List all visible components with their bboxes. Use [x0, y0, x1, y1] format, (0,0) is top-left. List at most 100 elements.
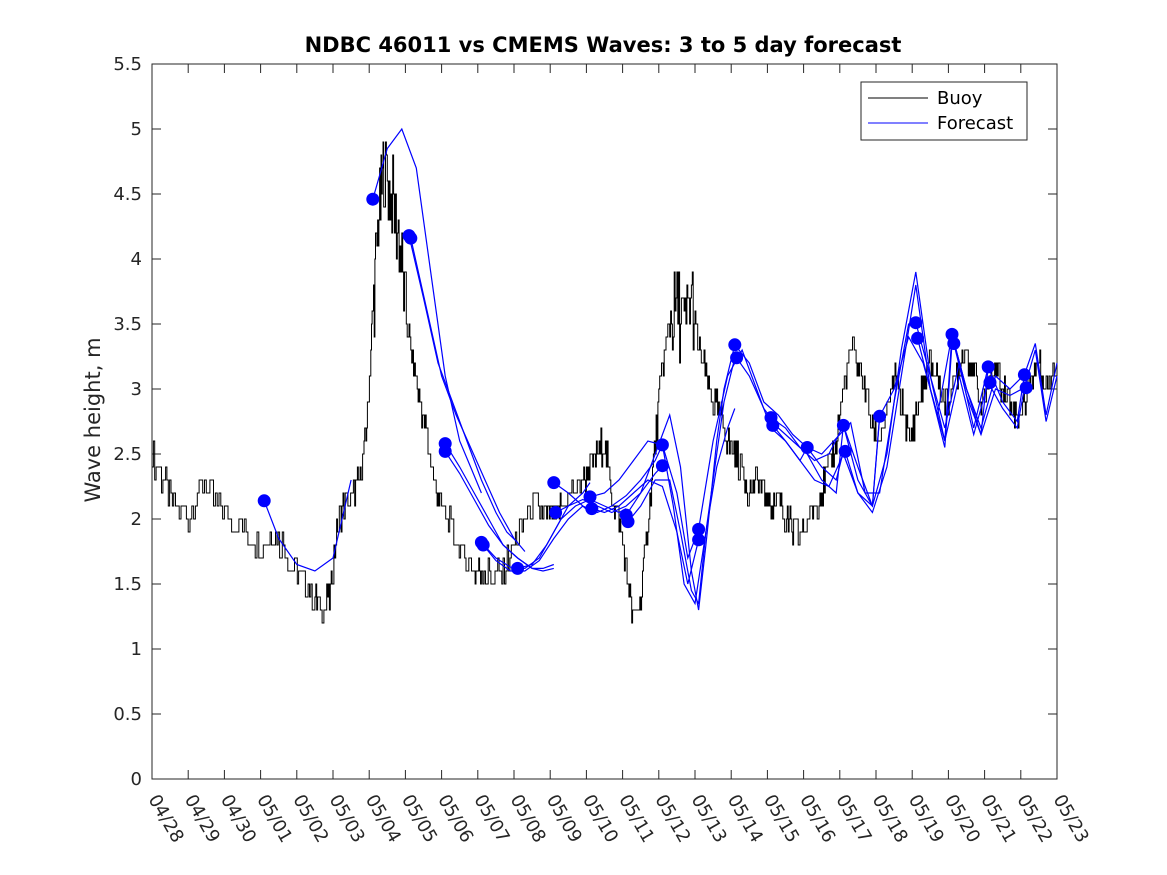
legend-box — [860, 81, 1028, 141]
forecast-marker — [692, 522, 706, 536]
forecast-line — [844, 284, 953, 514]
forecast-marker — [838, 444, 852, 458]
forecast-marker — [511, 561, 525, 575]
y-tick-label: 0 — [131, 769, 142, 790]
forecast-marker — [983, 376, 997, 389]
forecast-marker — [981, 360, 995, 374]
forecast-marker — [549, 506, 563, 519]
forecast-line — [627, 357, 736, 606]
forecast-marker — [730, 351, 744, 365]
x-tick-label: 05/10 — [578, 791, 622, 846]
forecast-line — [951, 334, 1058, 430]
y-tick-label: 1 — [131, 639, 142, 660]
chart-title: NDBC 46011 vs CMEMS Waves: 3 to 5 day fo… — [305, 33, 902, 57]
x-tick-label: 04/29 — [180, 791, 224, 846]
x-tick-label: 05/11 — [614, 791, 658, 846]
forecast-marker — [947, 337, 961, 350]
x-tick-label: 05/01 — [252, 791, 296, 846]
forecast-marker — [583, 490, 597, 504]
forecast-line — [953, 343, 1058, 437]
forecast-line — [915, 322, 1025, 429]
x-tick-label: 05/17 — [831, 791, 875, 846]
forecast-line — [591, 479, 700, 585]
forecast-line — [772, 417, 881, 508]
forecast-line — [625, 344, 736, 611]
buoy-line — [152, 141, 1058, 624]
legend-label-buoy: Buoy — [937, 88, 983, 109]
y-tick-label: 4 — [131, 249, 142, 270]
y-tick-label: 0.5 — [113, 704, 142, 725]
x-tick-label: 05/04 — [361, 791, 405, 846]
forecast-line — [736, 357, 844, 495]
forecast-line — [444, 451, 555, 570]
forecast-marker — [404, 231, 418, 245]
marker-layer — [257, 192, 1033, 575]
forecast-marker — [655, 438, 669, 452]
x-tick-label: 05/20 — [940, 791, 984, 846]
axes-box — [151, 63, 1058, 780]
forecast-marker — [873, 409, 887, 423]
forecast-line — [517, 498, 627, 569]
forecast-line — [917, 338, 1025, 442]
forecast-marker — [836, 418, 850, 432]
forecast-marker — [692, 533, 706, 547]
y-tick-label: 1.5 — [113, 574, 142, 595]
forecast-line — [734, 344, 844, 482]
x-tick-label: 05/08 — [506, 791, 550, 846]
x-tick-label: 05/02 — [288, 791, 332, 846]
x-tick-label: 05/06 — [433, 791, 477, 846]
x-tick-label: 05/15 — [759, 791, 803, 846]
forecast-marker — [438, 444, 452, 458]
x-tick-label: 05/09 — [542, 791, 586, 846]
forecast-marker — [585, 502, 599, 516]
series-layer — [152, 127, 1058, 624]
y-axis-label: Wave height, m — [81, 337, 105, 502]
x-tick-label: 05/07 — [469, 791, 513, 846]
plot-area: 0 0.5 1 1.5 2 2.5 3 3.5 4 4.5 5 5.5 04/2804/2904/30… — [113, 54, 1092, 846]
forecast-line — [842, 271, 953, 508]
y-tick-label: 5 — [131, 119, 142, 140]
forecast-line — [408, 235, 519, 543]
forecast-marker — [547, 476, 561, 490]
forecast-line — [410, 238, 526, 552]
forecast-marker — [476, 538, 490, 552]
forecast-line — [480, 482, 591, 570]
forecast-marker — [800, 441, 814, 454]
forecast-line — [661, 408, 736, 606]
forecast-line — [482, 505, 591, 572]
x-tick-label: 04/28 — [144, 791, 188, 846]
x-tick-label: 05/05 — [397, 791, 441, 846]
x-tick-label: 05/14 — [723, 791, 767, 846]
forecast-marker — [911, 331, 925, 345]
forecast-marker — [366, 192, 380, 206]
x-tick-label: 04/30 — [216, 791, 260, 846]
x-tick-label: 05/18 — [868, 791, 912, 846]
x-tick-label: 05/13 — [687, 791, 731, 846]
y-tick-label: 4.5 — [113, 184, 142, 205]
forecast-marker — [1017, 368, 1031, 382]
forecast-marker — [1019, 381, 1033, 395]
forecast-marker — [766, 418, 780, 432]
x-tick-label: 05/16 — [795, 791, 839, 846]
y-tick-label: 2 — [131, 509, 142, 530]
x-tick-label: 05/12 — [650, 791, 694, 846]
forecast-line — [589, 440, 700, 561]
forecast-marker — [728, 338, 742, 352]
y-ticks: 0 0.5 1 1.5 2 2.5 3 3.5 4 4.5 5 5.5 — [113, 54, 1057, 790]
y-tick-label: 3.5 — [113, 314, 142, 335]
legend: Buoy Forecast — [860, 81, 1028, 141]
y-tick-label: 3 — [131, 379, 142, 400]
x-tick-label: 05/03 — [325, 791, 369, 846]
forecast-line — [372, 127, 482, 494]
x-tick-label: 05/21 — [976, 791, 1020, 846]
forecast-marker — [909, 316, 923, 330]
x-tick-label: 05/22 — [1012, 791, 1056, 846]
x-tick-label: 05/23 — [1049, 791, 1093, 846]
forecast-marker — [621, 515, 635, 529]
x-tick-label: 05/19 — [904, 791, 948, 846]
forecast-marker — [655, 459, 669, 473]
forecast-marker — [257, 494, 271, 508]
forecast-line — [263, 479, 352, 572]
legend-label-forecast: Forecast — [937, 113, 1013, 134]
